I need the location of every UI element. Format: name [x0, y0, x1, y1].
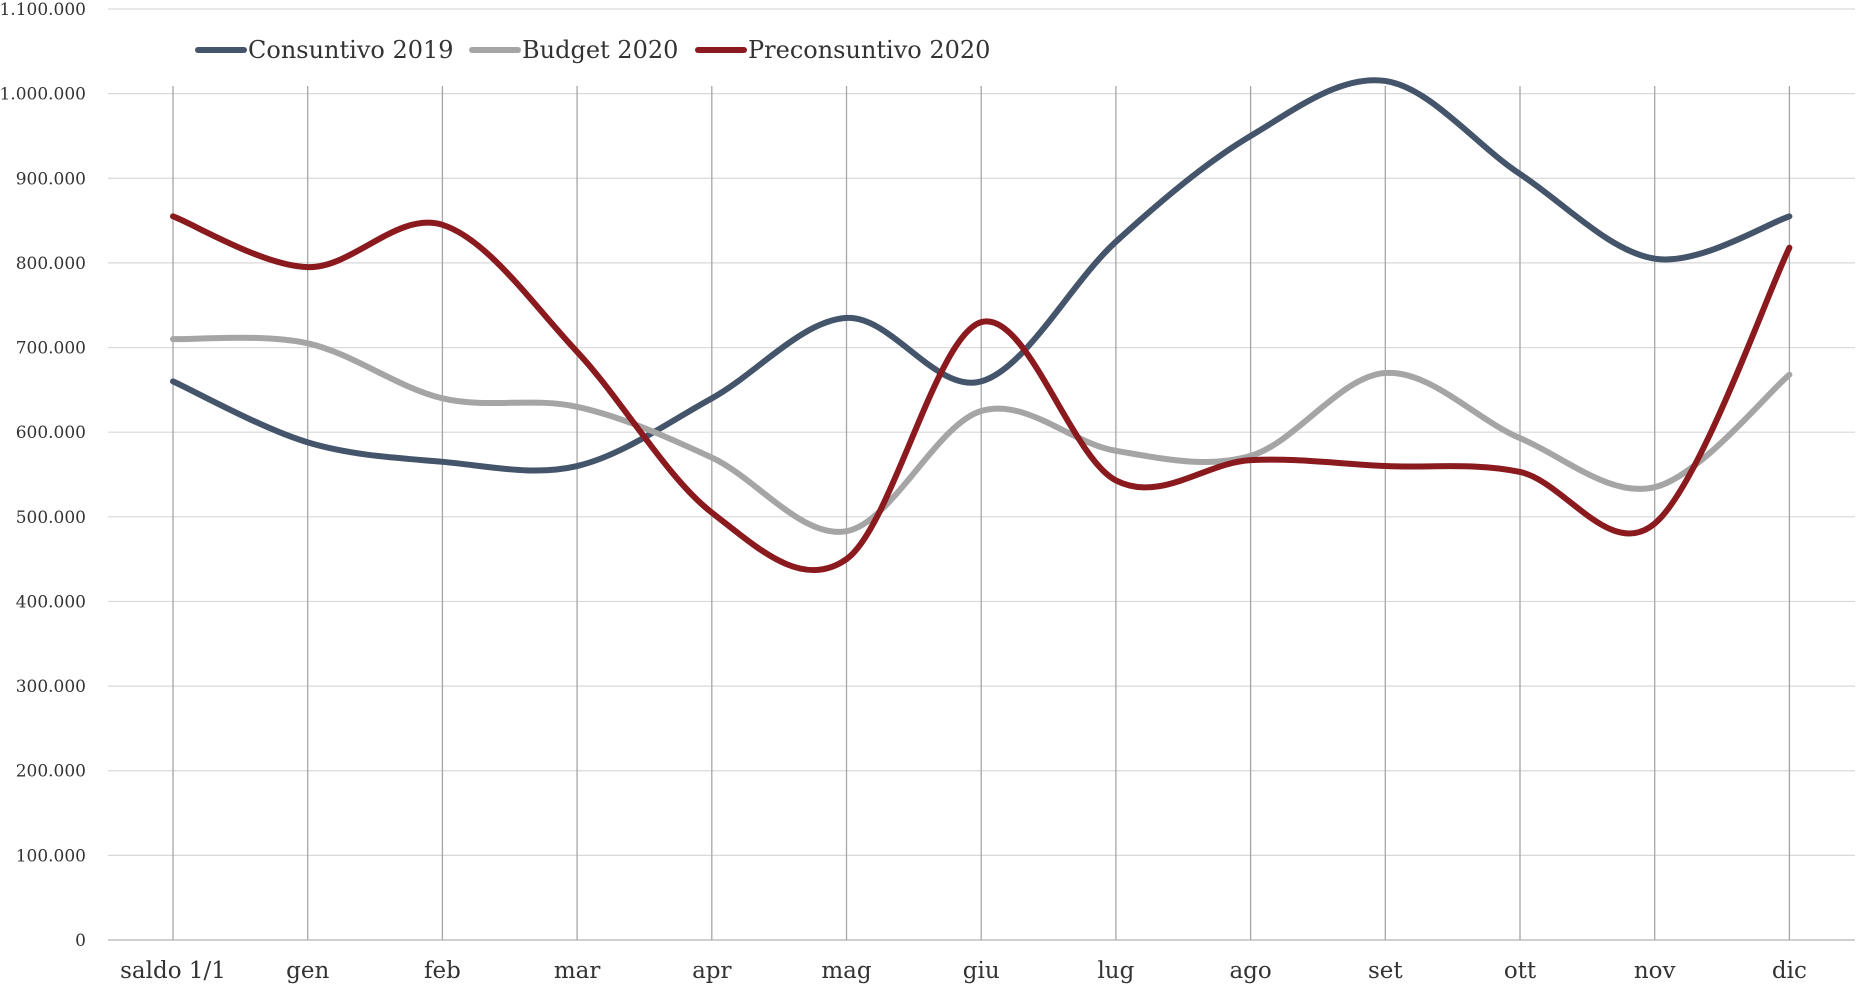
data-point	[170, 336, 176, 342]
data-point	[439, 459, 445, 465]
data-point	[439, 222, 445, 228]
data-point	[978, 408, 984, 414]
x-tick-label: giu	[963, 958, 1000, 984]
y-axis-ticks: 0 100.000 200.000 300.000 400.000 500.000 600.…	[0, 0, 86, 951]
data-point	[574, 349, 580, 355]
y-tick-label: 800.000	[16, 254, 86, 274]
x-tick-label: apr	[692, 958, 731, 984]
y-tick-label: 200.000	[16, 762, 86, 782]
series-layer	[170, 77, 1793, 573]
data-point	[1517, 171, 1523, 177]
data-point	[1382, 463, 1388, 469]
data-point	[978, 378, 984, 384]
y-tick-label: 400.000	[16, 592, 86, 612]
data-point	[1517, 469, 1523, 475]
series-line-consuntivo-2019	[170, 77, 1793, 474]
data-point	[170, 378, 176, 384]
legend: Consuntivo 2019 Budget 2020 Preconsuntivo …	[195, 36, 990, 64]
data-point	[1652, 256, 1658, 262]
data-point	[844, 315, 850, 321]
x-tick-label: feb	[424, 958, 461, 984]
data-point	[1113, 477, 1119, 483]
x-axis-ticks: saldo 1/1 gen feb mar apr mag giu lug ago set ott n…	[120, 958, 1807, 984]
series-line-budget-2020	[170, 334, 1793, 535]
y-tick-label: 0	[75, 931, 86, 951]
data-point	[305, 439, 311, 445]
data-point	[1113, 448, 1119, 454]
data-point	[1382, 370, 1388, 376]
data-point	[1786, 245, 1792, 251]
vertical-gridlines	[172, 86, 1791, 940]
legend-label: Budget 2020	[522, 36, 678, 64]
data-point	[709, 510, 715, 516]
x-tick-label: saldo 1/1	[120, 958, 226, 984]
data-point	[1786, 213, 1792, 219]
x-tick-label: gen	[286, 958, 329, 984]
series-line-preconsuntivo-2020	[170, 213, 1793, 573]
data-point	[170, 213, 176, 219]
x-tick-label: mag	[821, 958, 872, 984]
data-point	[1248, 457, 1254, 463]
y-tick-label: 500.000	[16, 508, 86, 528]
data-point	[709, 395, 715, 401]
legend-label: Preconsuntivo 2020	[748, 36, 990, 64]
x-tick-label: ago	[1229, 958, 1271, 984]
data-point	[1113, 239, 1119, 245]
data-point	[844, 528, 850, 534]
data-point	[574, 404, 580, 410]
data-point	[978, 319, 984, 325]
y-tick-label: 1.100.000	[0, 0, 86, 20]
data-point	[1517, 435, 1523, 441]
data-point	[305, 264, 311, 270]
y-tick-label: 600.000	[16, 423, 86, 443]
x-tick-label: ott	[1504, 958, 1537, 984]
data-point	[574, 463, 580, 469]
data-point	[1248, 133, 1254, 139]
x-tick-label: set	[1368, 958, 1403, 984]
x-tick-label: nov	[1634, 958, 1676, 984]
x-tick-label: lug	[1097, 958, 1134, 984]
data-point	[1382, 78, 1388, 84]
y-tick-label: 300.000	[16, 677, 86, 697]
y-tick-label: 700.000	[16, 339, 86, 359]
data-point	[305, 340, 311, 346]
data-point	[844, 556, 850, 562]
y-tick-label: 100.000	[16, 846, 86, 866]
legend-label: Consuntivo 2019	[248, 36, 454, 64]
data-point	[1652, 484, 1658, 490]
x-tick-label: mar	[554, 958, 601, 984]
y-tick-label: 900.000	[16, 169, 86, 189]
data-point	[1786, 372, 1792, 378]
data-point	[439, 395, 445, 401]
data-point	[1652, 521, 1658, 527]
data-point	[709, 455, 715, 461]
x-tick-label: dic	[1772, 958, 1807, 984]
y-tick-label: 1.000.000	[0, 85, 86, 105]
